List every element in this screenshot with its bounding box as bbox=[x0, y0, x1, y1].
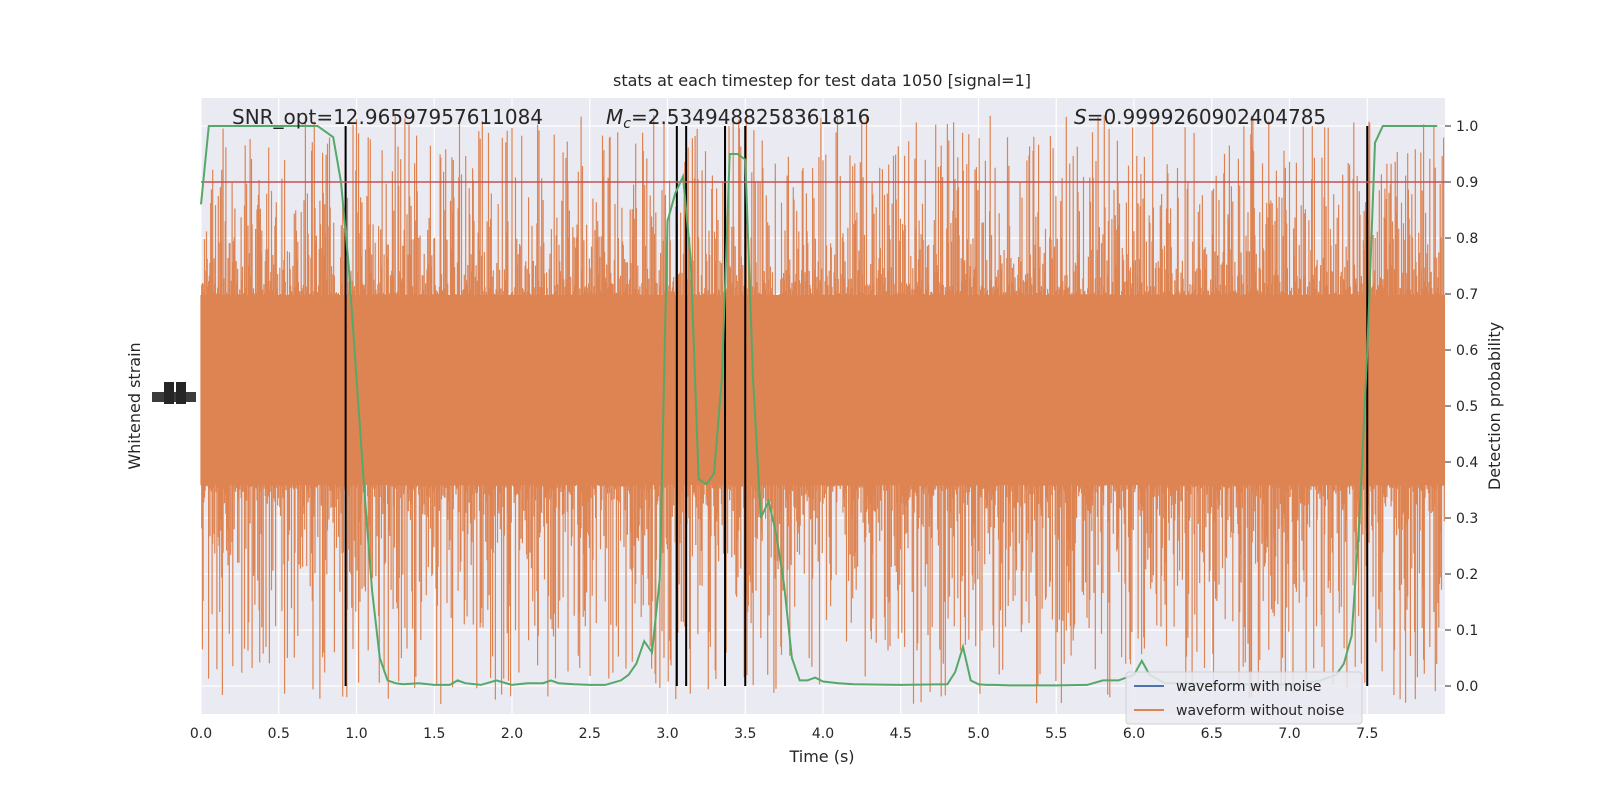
legend: waveform with noise waveform without noi… bbox=[1125, 671, 1363, 725]
s-symbol: S bbox=[1074, 105, 1087, 129]
y-tick-label: 0.9 bbox=[1456, 175, 1478, 191]
noise-series-band bbox=[200, 115, 1445, 705]
vertical-markers bbox=[344, 126, 1369, 686]
mc-annotation: Mc=2.5349488258361816 bbox=[606, 105, 870, 132]
x-tick-label: 7.5 bbox=[1356, 726, 1378, 742]
legend-box bbox=[1125, 671, 1363, 725]
mc-symbol: M bbox=[606, 105, 623, 129]
x-tick-label: 0.5 bbox=[268, 726, 290, 742]
chart-title: stats at each timestep for test data 105… bbox=[613, 71, 1031, 90]
x-tick-label: 6.0 bbox=[1123, 726, 1145, 742]
y-tick-labels-right: 0.0 0.1 0.2 0.3 0.4 0.5 0.6 0.7 0.8 0.9 1.0 bbox=[1445, 119, 1478, 695]
noise-core bbox=[201, 295, 1445, 485]
x-tick-label: 3.0 bbox=[656, 726, 678, 742]
legend-label-noise: waveform with noise bbox=[1176, 679, 1321, 695]
x-tick-label: 2.5 bbox=[579, 726, 601, 742]
x-tick-label: 0.0 bbox=[190, 726, 212, 742]
y-tick-label: 0.5 bbox=[1456, 399, 1478, 415]
y-tick-label: 1.0 bbox=[1456, 119, 1478, 135]
y-tick-label: 0.6 bbox=[1456, 343, 1478, 359]
x-tick-label: 4.0 bbox=[812, 726, 834, 742]
left-tick-label-cluster bbox=[152, 382, 196, 404]
x-tick-label: 3.5 bbox=[734, 726, 756, 742]
s-annotation: S=0.9999260902404785 bbox=[1074, 105, 1326, 129]
y-tick-label: 0.1 bbox=[1456, 623, 1478, 639]
x-tick-label: 7.0 bbox=[1278, 726, 1300, 742]
y-axis-label-left: Whitened strain bbox=[125, 342, 144, 469]
y-tick-label: 0.7 bbox=[1456, 287, 1478, 303]
y-axis-label-right: Detection probability bbox=[1485, 322, 1504, 490]
x-tick-label: 6.5 bbox=[1201, 726, 1223, 742]
x-tick-label: 1.0 bbox=[345, 726, 367, 742]
mc-subscript: c bbox=[623, 116, 631, 132]
y-tick-label: 0.2 bbox=[1456, 567, 1478, 583]
snr-annotation: SNR_opt=12.96597957611084 bbox=[232, 105, 543, 129]
y-tick-label: 0.8 bbox=[1456, 231, 1478, 247]
x-tick-label: 5.5 bbox=[1045, 726, 1067, 742]
y-tick-label: 0.4 bbox=[1456, 455, 1478, 471]
x-axis-label: Time (s) bbox=[788, 747, 854, 766]
x-tick-label: 5.0 bbox=[967, 726, 989, 742]
x-tick-label: 2.0 bbox=[501, 726, 523, 742]
x-tick-labels: 0.0 0.5 1.0 1.5 2.0 2.5 3.0 3.5 4.0 4.5 5.0 5.5 6.0 6… bbox=[190, 726, 1379, 742]
s-value: =0.9999260902404785 bbox=[1087, 105, 1326, 129]
y-tick-label: 0.3 bbox=[1456, 511, 1478, 527]
legend-label-clean: waveform without noise bbox=[1176, 703, 1344, 719]
x-tick-label: 4.5 bbox=[890, 726, 912, 742]
mc-value: =2.5349488258361816 bbox=[631, 105, 870, 129]
y-tick-label: 0.0 bbox=[1456, 679, 1478, 695]
x-tick-label: 1.5 bbox=[423, 726, 445, 742]
